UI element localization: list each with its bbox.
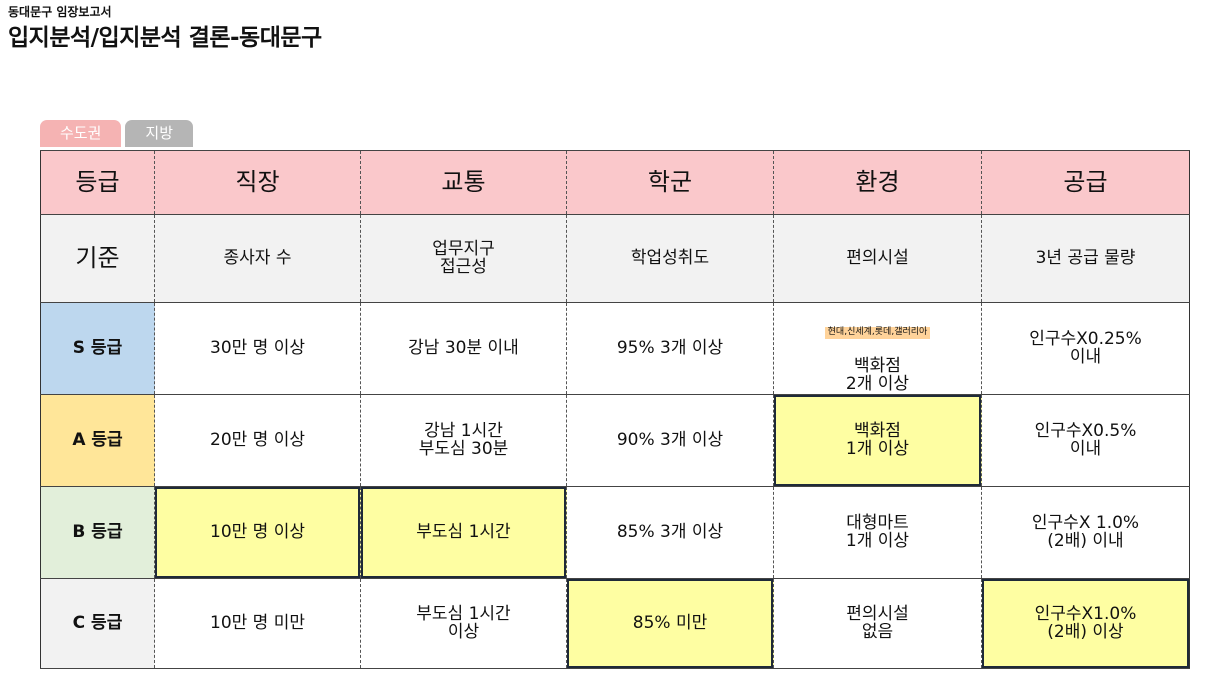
- cell-school-text: 85% 미만: [567, 579, 773, 669]
- col-header-school: 학군: [566, 150, 774, 215]
- cell-school-highlighted: 85% 미만: [566, 578, 774, 670]
- cell-work-text: 10만 명 이상: [155, 487, 360, 579]
- cell-supply-highlighted: 인구수X1.0% (2배) 이상: [981, 578, 1190, 670]
- col-header-grade: 등급: [40, 150, 155, 215]
- grade-label: C 등급: [40, 578, 155, 670]
- cell-supply-text: 인구수X1.0% (2배) 이상: [982, 579, 1189, 669]
- department-store-note: 현대,신세계,롯데,갤러리아: [824, 326, 931, 339]
- cell-transport-highlighted: 부도심 1시간: [360, 486, 567, 580]
- cell-work: 10만 명 미만: [154, 578, 361, 670]
- cell-transport: 강남 30분 이내: [360, 301, 567, 396]
- tab-metro[interactable]: 수도권: [40, 120, 122, 147]
- cell-work-highlighted: 10만 명 이상: [154, 486, 361, 580]
- cell-supply: 인구수X0.25% 이내: [981, 301, 1190, 396]
- col-header-work: 직장: [154, 150, 361, 215]
- grade-label: S 등급: [40, 301, 155, 396]
- col-header-transport: 교통: [360, 150, 567, 215]
- cell-environment-text: 백화점 1개 이상: [774, 395, 981, 487]
- col-header-environment: 환경: [773, 150, 982, 215]
- criteria-school: 학업성취도: [566, 214, 774, 303]
- region-tabs: 수도권 지방: [40, 120, 194, 147]
- grade-label: A 등급: [40, 394, 155, 488]
- cell-school: 90% 3개 이상: [566, 394, 774, 488]
- cell-transport: 강남 1시간 부도심 30분: [360, 394, 567, 488]
- cell-environment: 현대,신세계,롯데,갤러리아 백화점 2개 이상: [773, 301, 982, 396]
- location-grade-table: 등급 직장 교통 학군 환경 공급 기준 종사자 수 업무지구 접근성 학업성취…: [40, 150, 1190, 670]
- grade-label: B 등급: [40, 486, 155, 580]
- tab-local[interactable]: 지방: [125, 120, 194, 147]
- cell-work: 20만 명 이상: [154, 394, 361, 488]
- cell-transport: 부도심 1시간 이상: [360, 578, 567, 670]
- cell-work: 30만 명 이상: [154, 301, 361, 396]
- cell-environment-text: 백화점 2개 이상: [845, 356, 910, 395]
- header-row: 등급 직장 교통 학군 환경 공급: [40, 150, 1190, 215]
- table-row: A 등급 20만 명 이상 강남 1시간 부도심 30분 90% 3개 이상 백…: [40, 394, 1190, 488]
- cell-supply: 인구수X0.5% 이내: [981, 394, 1190, 488]
- cell-school: 95% 3개 이상: [566, 301, 774, 396]
- page-title: 입지분석/입지분석 결론-동대문구: [8, 25, 322, 51]
- cell-school: 85% 3개 이상: [566, 486, 774, 580]
- cell-environment: 대형마트 1개 이상: [773, 486, 982, 580]
- criteria-label: 기준: [40, 214, 155, 303]
- criteria-supply: 3년 공급 물량: [981, 214, 1190, 303]
- criteria-environment: 편의시설: [773, 214, 982, 303]
- criteria-row: 기준 종사자 수 업무지구 접근성 학업성취도 편의시설 3년 공급 물량: [40, 214, 1190, 303]
- cell-environment-highlighted: 백화점 1개 이상: [773, 394, 982, 488]
- criteria-work: 종사자 수: [154, 214, 361, 303]
- table-row: C 등급 10만 명 미만 부도심 1시간 이상 85% 미만 편의시설 없음 …: [40, 578, 1190, 670]
- criteria-transport: 업무지구 접근성: [360, 214, 567, 303]
- table-row: B 등급 10만 명 이상 부도심 1시간 85% 3개 이상 대형마트 1개 …: [40, 486, 1190, 580]
- cell-transport-text: 부도심 1시간: [361, 487, 566, 579]
- cell-supply: 인구수X 1.0% (2배) 이내: [981, 486, 1190, 580]
- report-subtitle: 동대문구 임장보고서: [8, 5, 112, 19]
- table-row: S 등급 30만 명 이상 강남 30분 이내 95% 3개 이상 현대,신세계…: [40, 301, 1190, 396]
- col-header-supply: 공급: [981, 150, 1190, 215]
- cell-environment: 편의시설 없음: [773, 578, 982, 670]
